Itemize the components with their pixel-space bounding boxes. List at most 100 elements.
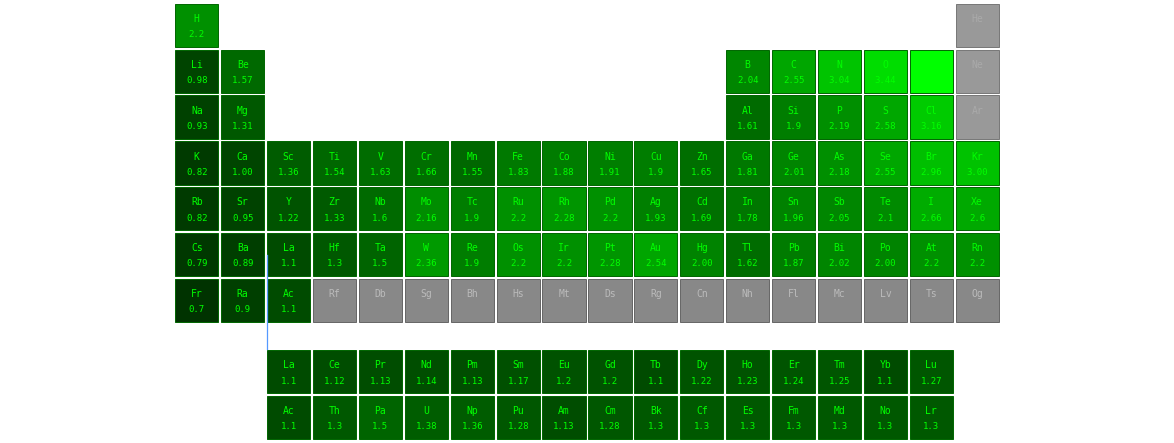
Text: Co: Co [558,152,569,162]
Bar [405,279,448,322]
Text: Th: Th [329,406,340,416]
Bar [772,350,815,393]
Bar [956,279,999,322]
Text: Ne: Ne [971,60,983,70]
Bar [956,4,999,47]
Text: 0.9: 0.9 [235,305,251,315]
Text: Cl: Cl [925,105,937,116]
Text: Rh: Rh [558,198,569,207]
Text: Ta: Ta [375,243,386,253]
Bar [588,187,632,230]
Bar [818,96,861,139]
Bar [221,50,264,93]
Text: 1.3: 1.3 [648,423,664,431]
Text: 1.31: 1.31 [232,122,254,131]
Text: 2.18: 2.18 [829,167,850,177]
Bar [405,187,448,230]
Bar [726,96,769,139]
Bar [726,279,769,322]
Text: Fr: Fr [191,289,203,299]
Text: 2.28: 2.28 [553,214,575,222]
Bar [634,279,677,322]
Text: Cn: Cn [696,289,708,299]
Text: Kr: Kr [971,152,983,162]
Text: Po: Po [879,243,891,253]
Text: 2.55: 2.55 [875,167,896,177]
Bar [680,279,723,322]
Text: 1.12: 1.12 [324,377,345,385]
Text: No: No [879,406,891,416]
Bar [451,279,494,322]
Text: 2.2: 2.2 [923,260,939,268]
Bar [313,233,356,276]
Text: Zr: Zr [329,198,340,207]
Text: 2.16: 2.16 [416,214,437,222]
Text: 2.2: 2.2 [602,214,618,222]
Text: 3.00: 3.00 [966,167,989,177]
Text: Ga: Ga [742,152,754,162]
Text: 1.83: 1.83 [507,167,529,177]
Text: H: H [194,14,200,24]
Text: 1.14: 1.14 [416,377,437,385]
Text: Sb: Sb [834,198,845,207]
Bar [497,350,540,393]
Text: Ti: Ti [329,152,340,162]
Text: 1.5: 1.5 [372,260,389,268]
Text: 2.55: 2.55 [783,76,804,85]
Bar [864,187,908,230]
Bar [175,187,218,230]
Text: Am: Am [558,406,569,416]
Text: Ba: Ba [237,243,249,253]
Bar [313,187,356,230]
Text: 2.1: 2.1 [877,214,893,222]
Text: 1.13: 1.13 [553,423,575,431]
Text: 0.95: 0.95 [232,214,254,222]
Text: 1.00: 1.00 [232,167,254,177]
Text: N: N [837,60,843,70]
Text: Ni: Ni [605,152,616,162]
Text: 1.38: 1.38 [416,423,437,431]
Text: 3.44: 3.44 [875,76,896,85]
Text: Og: Og [971,289,983,299]
Text: Sg: Sg [420,289,432,299]
Text: 2.6: 2.6 [970,214,985,222]
Text: Zn: Zn [696,152,708,162]
Text: Tl: Tl [742,243,754,253]
Text: 1.23: 1.23 [737,377,758,385]
Text: 2.2: 2.2 [556,260,572,268]
Text: Ds: Ds [605,289,616,299]
Bar [451,350,494,393]
Bar [359,187,402,230]
Text: La: La [283,361,295,370]
Text: 1.87: 1.87 [783,260,804,268]
Text: Yb: Yb [879,361,891,370]
Text: 0.82: 0.82 [185,167,208,177]
Bar [266,350,310,393]
Text: Si: Si [788,105,799,116]
Text: Li: Li [191,60,203,70]
Text: 1.91: 1.91 [599,167,621,177]
Text: Sm: Sm [512,361,524,370]
Text: Fl: Fl [788,289,799,299]
Text: Rb: Rb [191,198,203,207]
Bar [910,96,953,139]
Text: Nh: Nh [742,289,754,299]
Bar [818,279,861,322]
Bar [313,396,356,439]
Text: 1.78: 1.78 [737,214,758,222]
Bar [772,187,815,230]
Text: Tm: Tm [834,361,845,370]
Bar [221,233,264,276]
Text: Pd: Pd [605,198,616,207]
Text: Al: Al [742,105,754,116]
Text: Ac: Ac [283,289,295,299]
Bar [451,396,494,439]
Text: Be: Be [237,60,249,70]
Text: K: K [194,152,200,162]
Bar [405,350,448,393]
Bar [221,141,264,185]
Bar [542,233,586,276]
Text: Nb: Nb [375,198,386,207]
Bar [818,141,861,185]
Text: I: I [929,198,935,207]
